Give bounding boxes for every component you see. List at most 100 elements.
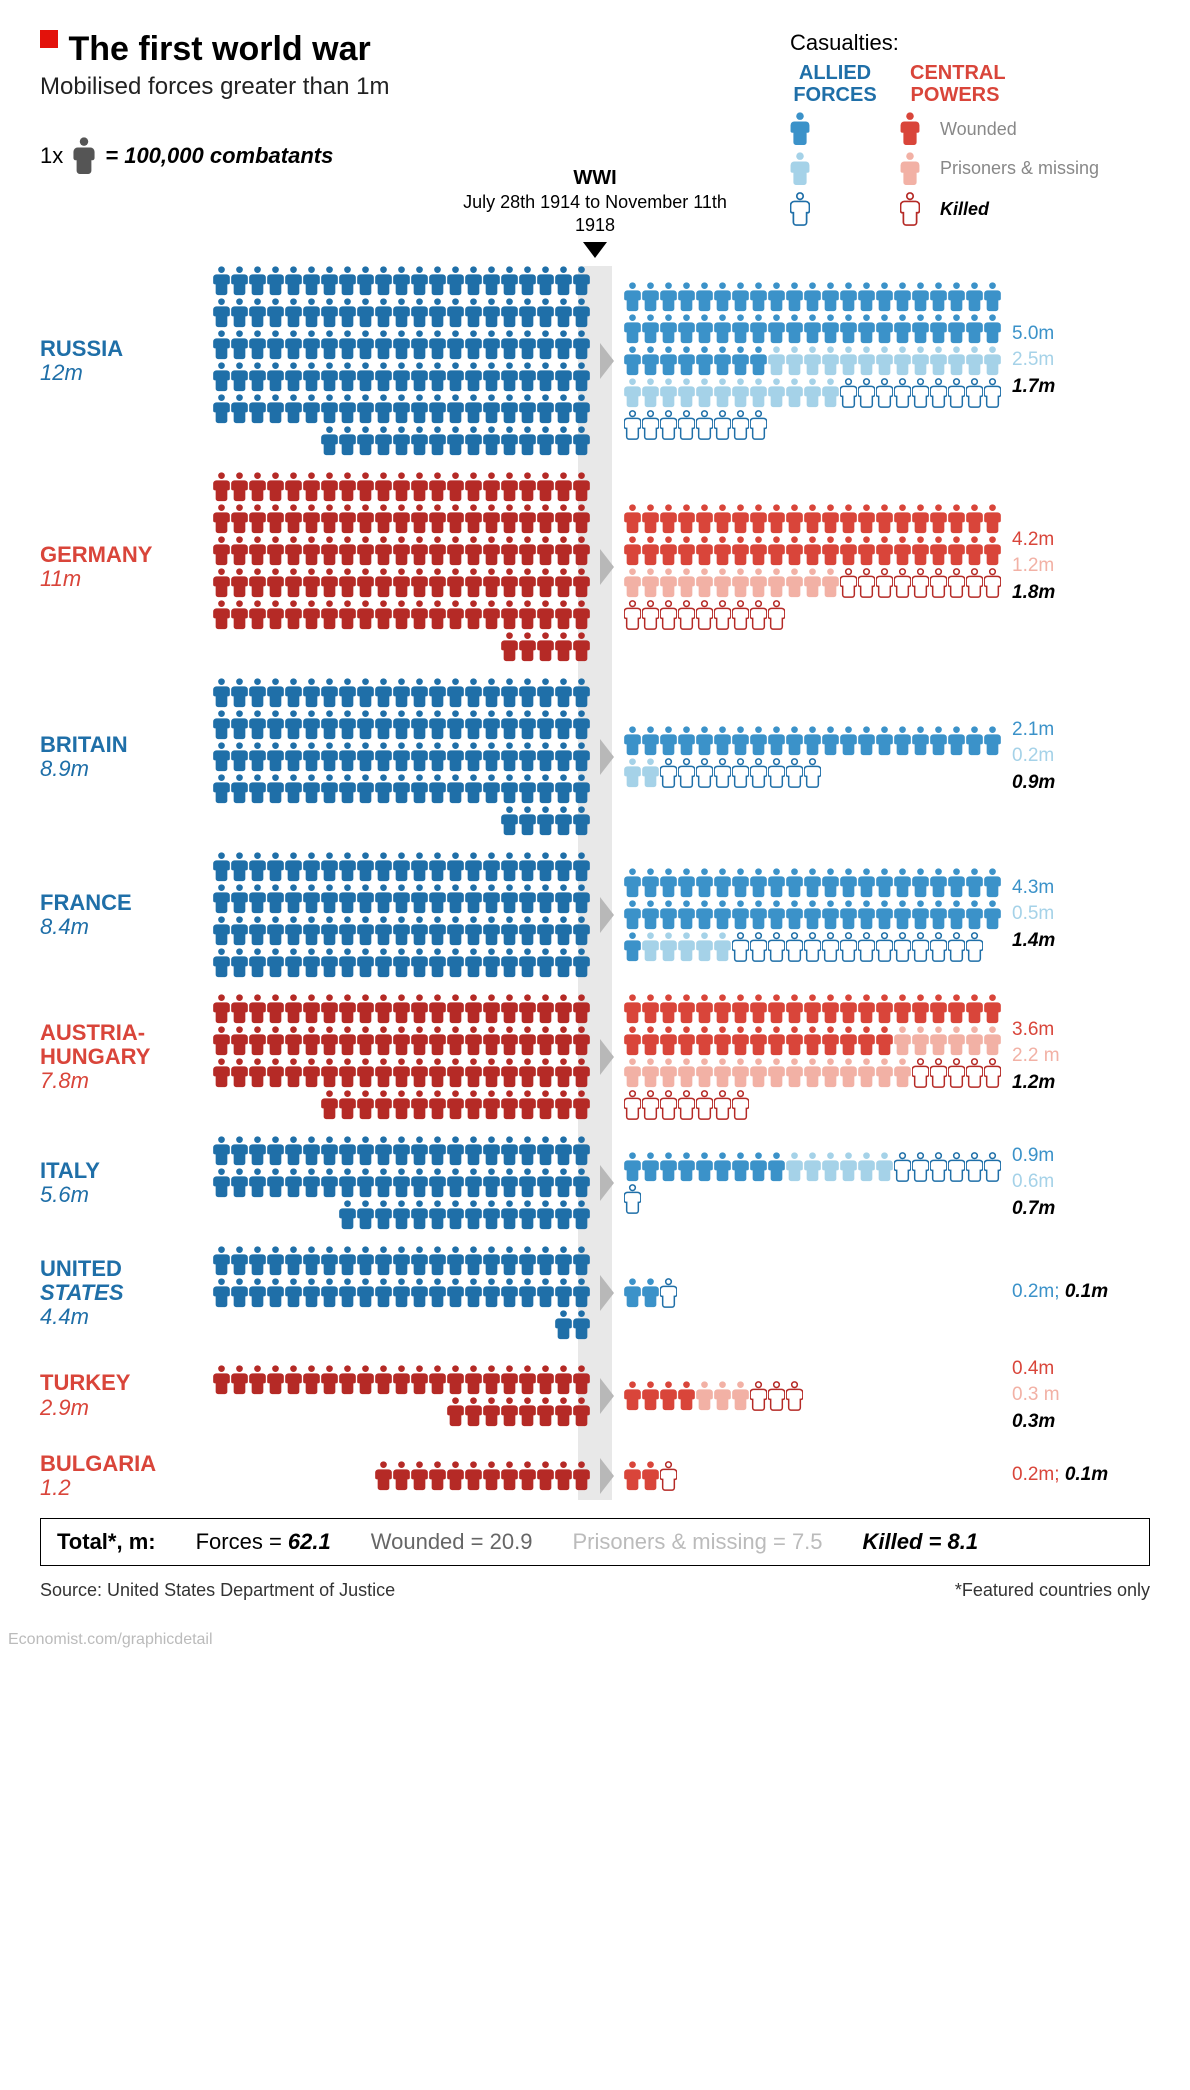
person-icon xyxy=(984,346,1001,376)
person-icon xyxy=(303,742,320,772)
person-icon xyxy=(393,600,410,630)
country-label: BULGARIA1.2 xyxy=(40,1452,210,1500)
person-icon xyxy=(249,568,266,598)
person-icon xyxy=(912,1152,929,1182)
person-icon xyxy=(804,314,821,344)
person-icon xyxy=(447,1200,464,1230)
person-icon xyxy=(642,536,659,566)
person-icon xyxy=(894,568,911,598)
person-icon xyxy=(249,1246,266,1276)
person-icon xyxy=(483,536,500,566)
person-icon xyxy=(519,426,536,456)
person-icon xyxy=(483,1090,500,1120)
person-icon xyxy=(732,1058,749,1088)
person-icon xyxy=(966,1152,983,1182)
person-icon xyxy=(840,346,857,376)
person-icon xyxy=(213,948,230,978)
person-icon xyxy=(285,1246,302,1276)
person-icon xyxy=(411,884,428,914)
person-icon xyxy=(285,884,302,914)
person-icon xyxy=(750,900,767,930)
country-row: TURKEY2.9m0.4m0.3 m0.3m xyxy=(40,1356,1150,1436)
person-icon xyxy=(642,758,659,788)
person-icon xyxy=(213,678,230,708)
person-icon xyxy=(750,1152,767,1182)
person-icon xyxy=(555,1246,572,1276)
person-icon xyxy=(393,504,410,534)
person-icon xyxy=(573,806,590,836)
person-icon xyxy=(912,868,929,898)
person-icon xyxy=(447,852,464,882)
person-icon xyxy=(465,298,482,328)
person-icon xyxy=(375,600,392,630)
person-icon xyxy=(411,742,428,772)
person-icon xyxy=(501,806,518,836)
person-icon xyxy=(267,948,284,978)
person-icon xyxy=(429,852,446,882)
person-icon xyxy=(429,884,446,914)
person-icon xyxy=(519,632,536,662)
person-icon xyxy=(465,742,482,772)
person-icon xyxy=(642,1278,659,1308)
person-icon xyxy=(642,282,659,312)
country-name: GERMANY xyxy=(40,543,210,567)
person-icon xyxy=(267,600,284,630)
person-icon xyxy=(642,1381,659,1411)
person-icon xyxy=(786,536,803,566)
person-icon xyxy=(393,742,410,772)
person-icon xyxy=(465,504,482,534)
casualties-column xyxy=(624,504,1004,630)
person-icon xyxy=(375,1278,392,1308)
person-icon xyxy=(267,394,284,424)
forces-column xyxy=(210,1365,590,1427)
person-icon xyxy=(429,472,446,502)
person-icon xyxy=(519,1278,536,1308)
person-icon xyxy=(501,1168,518,1198)
person-icon xyxy=(555,1278,572,1308)
person-icon xyxy=(984,994,1001,1024)
person-icon xyxy=(375,330,392,360)
person-icon xyxy=(231,1278,248,1308)
person-icon xyxy=(285,266,302,296)
divider xyxy=(590,549,624,585)
person-icon xyxy=(678,314,695,344)
person-icon xyxy=(573,1026,590,1056)
person-icon xyxy=(678,536,695,566)
person-icon xyxy=(966,314,983,344)
person-icon xyxy=(321,298,338,328)
person-icon xyxy=(822,568,839,598)
person-icon xyxy=(267,298,284,328)
person-icon xyxy=(573,504,590,534)
person-icon xyxy=(375,298,392,328)
person-icon xyxy=(750,504,767,534)
person-icon xyxy=(822,932,839,962)
person-icon xyxy=(447,298,464,328)
person-icon xyxy=(357,994,374,1024)
person-icon xyxy=(321,536,338,566)
person-icon xyxy=(303,1168,320,1198)
person-icon xyxy=(930,346,947,376)
person-icon xyxy=(501,852,518,882)
country-label: ITALY5.6m xyxy=(40,1159,210,1207)
person-icon xyxy=(213,1168,230,1198)
country-name: BULGARIA xyxy=(40,1452,210,1476)
person-icon xyxy=(483,1365,500,1395)
person-icon xyxy=(447,472,464,502)
person-icon xyxy=(231,678,248,708)
person-icon xyxy=(732,1152,749,1182)
person-icon xyxy=(930,378,947,408)
person-icon xyxy=(573,1136,590,1166)
person-icon xyxy=(804,568,821,598)
title: The first world war xyxy=(68,30,370,68)
person-icon xyxy=(321,710,338,740)
person-icon xyxy=(537,884,554,914)
forces-column xyxy=(210,266,590,456)
person-icon xyxy=(678,282,695,312)
person-icon xyxy=(642,600,659,630)
person-icon xyxy=(357,1168,374,1198)
person-icon xyxy=(948,726,965,756)
person-icon xyxy=(732,1026,749,1056)
person-icon xyxy=(483,1278,500,1308)
person-icon xyxy=(213,568,230,598)
person-icon xyxy=(768,536,785,566)
